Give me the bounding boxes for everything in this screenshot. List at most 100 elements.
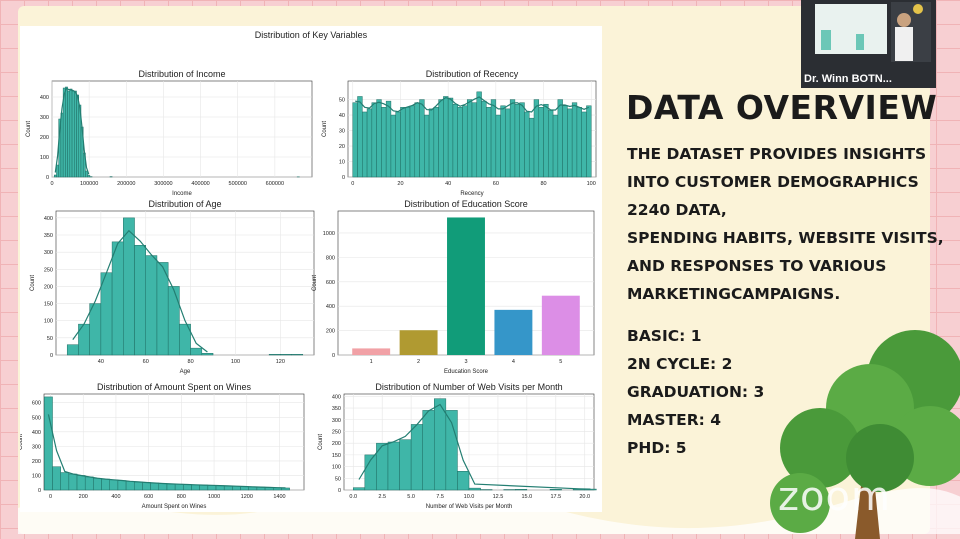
y-tick-label: 300 — [40, 115, 49, 121]
histogram-bar — [156, 262, 169, 356]
x-tick-label: 60 — [143, 359, 149, 365]
histogram-bar — [548, 110, 554, 178]
histogram-bar — [142, 482, 151, 491]
y-tick-label: 50 — [335, 476, 341, 482]
kde-line — [47, 414, 286, 489]
x-tick-label: 4 — [512, 359, 515, 365]
x-tick-label: 0.0 — [349, 494, 357, 500]
histogram-bar — [533, 99, 540, 178]
bar-4 — [494, 309, 533, 355]
chart-education — [337, 210, 595, 356]
histogram-bar — [433, 107, 439, 178]
histogram-bar — [414, 102, 420, 178]
histogram-bar — [71, 90, 75, 178]
histogram-bar — [89, 303, 102, 356]
y-tick-label: 0 — [338, 488, 341, 494]
histogram-bar — [409, 105, 416, 178]
histogram-bar — [174, 483, 184, 491]
y-tick-label: 100 — [332, 465, 341, 471]
histogram-bar — [167, 286, 180, 356]
x-tick-label: 400 — [111, 494, 120, 500]
histogram-bar — [123, 217, 135, 356]
histogram-bar — [581, 111, 587, 178]
x-tick-label: 12.5 — [493, 494, 504, 500]
y-tick-label: 800 — [326, 255, 335, 261]
y-tick-label: 400 — [332, 394, 341, 400]
histogram-bar — [422, 410, 435, 491]
x-tick-label: 500000 — [229, 181, 247, 187]
histogram-bar — [281, 487, 290, 491]
slide-heading: DATA OVERVIEW — [626, 88, 938, 127]
histogram-bar — [166, 483, 176, 491]
x-tick-label: 40 — [445, 181, 451, 187]
y-tick-label: 600 — [32, 401, 41, 407]
histogram-bar — [87, 175, 91, 178]
histogram-bar — [44, 396, 53, 491]
histogram-bar — [199, 484, 209, 491]
y-tick-label: 200 — [332, 441, 341, 447]
y-tick-label: 300 — [44, 250, 53, 256]
y-tick-label: 100 — [40, 155, 49, 161]
x-tick-label: 100000 — [80, 181, 98, 187]
y-tick-label: 100 — [44, 319, 53, 325]
histogram-bar — [490, 99, 497, 178]
chart-title: Distribution of Education Score — [404, 199, 528, 209]
histogram-bar — [505, 108, 511, 178]
chart-income — [51, 80, 313, 178]
histogram-bar — [399, 439, 412, 491]
x-tick-label: 20.0 — [579, 494, 590, 500]
histogram-bar — [457, 471, 470, 491]
histogram-bar — [280, 354, 292, 356]
histogram-bar — [201, 353, 214, 356]
x-axis-label: Age — [180, 369, 191, 375]
x-axis-label: Education Score — [444, 369, 489, 375]
histogram-bar — [468, 487, 481, 491]
y-tick-label: 200 — [326, 329, 335, 335]
histogram-bar — [524, 111, 530, 178]
y-tick-label: 0 — [46, 175, 49, 181]
y-tick-label: 300 — [332, 418, 341, 424]
histogram-bar — [56, 164, 59, 178]
histogram-bar — [543, 103, 549, 178]
histogram-bar — [443, 96, 449, 178]
histogram-bar — [395, 111, 401, 178]
bar-5 — [541, 295, 580, 355]
description-line: THE DATASET PROVIDES INSIGHTS — [627, 145, 927, 163]
chart-title: Distribution of Age — [148, 199, 221, 209]
y-tick-label: 400 — [326, 304, 335, 310]
histogram-bar — [447, 97, 454, 178]
histogram-bar — [93, 478, 102, 491]
histogram-bar — [452, 103, 458, 178]
histogram-bar — [538, 107, 544, 178]
y-tick-label: 200 — [44, 284, 53, 290]
histogram-bar — [65, 86, 68, 178]
histogram-bar — [125, 481, 135, 491]
x-axis-label: Number of Web Visits per Month — [426, 504, 512, 510]
y-axis-label: Count — [30, 275, 36, 291]
x-tick-label: 100 — [231, 359, 240, 365]
chart-age — [55, 210, 315, 356]
x-tick-label: 5.0 — [407, 494, 415, 500]
y-tick-label: 500 — [32, 415, 41, 421]
histogram-bar — [571, 102, 578, 178]
histogram-bar — [100, 272, 113, 356]
histogram-bar — [519, 102, 525, 178]
y-tick-label: 10 — [339, 160, 345, 166]
y-tick-label: 200 — [32, 459, 41, 465]
y-tick-label: 250 — [332, 429, 341, 435]
histogram-bar — [410, 424, 423, 491]
histogram-bar — [486, 107, 492, 178]
histogram-bar — [150, 482, 160, 491]
histogram-bar — [515, 489, 528, 491]
chart-webvisits — [343, 393, 597, 491]
y-axis-label: Count — [322, 121, 328, 137]
x-tick-label: 5 — [559, 359, 562, 365]
histogram-bar — [514, 103, 520, 178]
histogram-bar — [69, 88, 73, 178]
histogram-bar — [466, 99, 473, 178]
y-tick-label: 100 — [32, 473, 41, 479]
histogram-bar — [476, 91, 482, 178]
x-tick-label: 100 — [587, 181, 596, 187]
y-tick-label: 30 — [339, 129, 345, 135]
participant-video-tile[interactable]: Dr. Winn BOTN... — [801, 0, 936, 88]
